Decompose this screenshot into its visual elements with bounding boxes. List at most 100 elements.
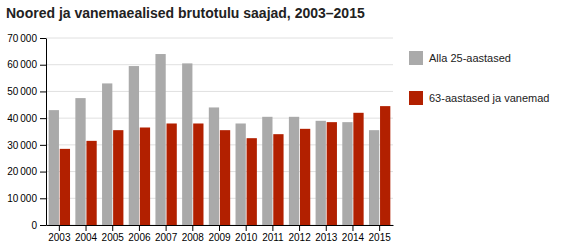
series	[49, 54, 380, 225]
tick-mark	[112, 225, 113, 231]
bar	[86, 141, 96, 225]
tick-label: 2003	[48, 232, 71, 243]
bar	[273, 134, 283, 225]
tick: 60 000	[7, 59, 46, 70]
bar	[129, 66, 139, 225]
tick: 2013	[315, 225, 338, 243]
tick: 0	[31, 220, 46, 231]
bar	[327, 122, 337, 225]
bar	[289, 117, 299, 225]
tick: 2006	[128, 225, 151, 243]
tick: 2015	[369, 225, 392, 243]
tick-label: 70 000	[7, 33, 37, 44]
tick-label: 2007	[155, 232, 178, 243]
tick: 2009	[208, 225, 231, 243]
tick-mark	[59, 225, 60, 231]
bar	[49, 110, 59, 225]
legend: Alla 25-aastased 63-aastased ja vanemad	[409, 51, 549, 105]
tick: 2012	[288, 225, 311, 243]
tick-label: 2014	[342, 232, 365, 243]
tick-mark	[40, 145, 46, 146]
tick-label: 2006	[128, 232, 151, 243]
bar	[369, 130, 379, 225]
tick-mark	[192, 225, 193, 231]
tick: 2004	[75, 225, 98, 243]
tick: 2014	[342, 225, 365, 243]
tick: 2008	[182, 225, 205, 243]
tick-mark	[246, 225, 247, 231]
bar	[155, 54, 165, 225]
bar	[342, 122, 352, 225]
bar	[60, 149, 70, 225]
tick-label: 10 000	[7, 193, 37, 204]
tick-mark	[86, 225, 87, 231]
tick-mark	[40, 65, 46, 66]
tick-label: 2015	[369, 232, 392, 243]
tick-mark	[299, 225, 300, 231]
legend-label: 63-aastased ja vanemad	[429, 92, 549, 104]
legend-swatch	[409, 51, 423, 65]
tick: 2007	[155, 225, 178, 243]
tick-label: 2010	[235, 232, 258, 243]
tick-mark	[139, 225, 140, 231]
tick-label: 2009	[208, 232, 231, 243]
tick-mark	[326, 225, 327, 231]
tick: 2010	[235, 225, 258, 243]
bar	[193, 123, 203, 225]
tick: 2005	[102, 225, 125, 243]
grid-line	[46, 38, 393, 39]
tick: 10 000	[7, 193, 46, 204]
tick: 2011	[262, 225, 284, 243]
grid-line	[46, 171, 393, 172]
legend-item: 63-aastased ja vanemad	[409, 91, 549, 105]
tick-mark	[219, 225, 220, 231]
tick-label: 2004	[75, 232, 98, 243]
tick: 70 000	[7, 33, 46, 44]
tick: 30 000	[7, 140, 46, 151]
tick-label: 2005	[102, 232, 125, 243]
grid-line	[46, 64, 393, 65]
grid-line	[46, 144, 393, 145]
legend-item: Alla 25-aastased	[409, 51, 511, 65]
plot: 0 10 000 20 000 30 000 40 000 50 000 60 000 70 …	[7, 33, 393, 243]
series	[60, 106, 391, 225]
tick-label: 2011	[262, 232, 284, 243]
tick-label: 60 000	[7, 59, 37, 70]
bar	[75, 98, 85, 225]
tick-mark	[40, 38, 46, 39]
tick-mark	[40, 91, 46, 92]
title: Noored ja vanemaealised brutotulu saajad…	[6, 5, 365, 21]
tick-label: 2008	[182, 232, 205, 243]
tick: 50 000	[7, 86, 46, 97]
bar	[140, 127, 150, 225]
bar	[182, 63, 192, 225]
grid-line	[46, 198, 393, 199]
tick-mark	[352, 225, 353, 231]
chart: Noored ja vanemaealised brutotulu saajad…	[0, 0, 573, 249]
bar	[316, 121, 326, 225]
bar	[247, 138, 257, 225]
tick: 20 000	[7, 166, 46, 177]
tick-label: 20 000	[7, 166, 37, 177]
tick-label: 2012	[288, 232, 311, 243]
bar	[353, 113, 363, 225]
tick: 40 000	[7, 113, 46, 124]
tick-label: 40 000	[7, 113, 37, 124]
bar	[220, 130, 230, 225]
tick-mark	[40, 225, 46, 226]
bar	[236, 123, 246, 225]
bar	[262, 117, 272, 225]
grid-line	[46, 118, 393, 119]
tick: 2003	[48, 225, 71, 243]
legend-label: Alla 25-aastased	[429, 52, 511, 64]
tick-mark	[40, 198, 46, 199]
bar	[300, 129, 310, 225]
tick-label: 0	[31, 220, 37, 231]
tick-label: 2013	[315, 232, 338, 243]
tick-mark	[166, 225, 167, 231]
bar	[167, 123, 177, 225]
bar	[102, 83, 112, 225]
grid	[46, 38, 393, 225]
tick-mark	[40, 172, 46, 173]
bar	[380, 106, 390, 225]
